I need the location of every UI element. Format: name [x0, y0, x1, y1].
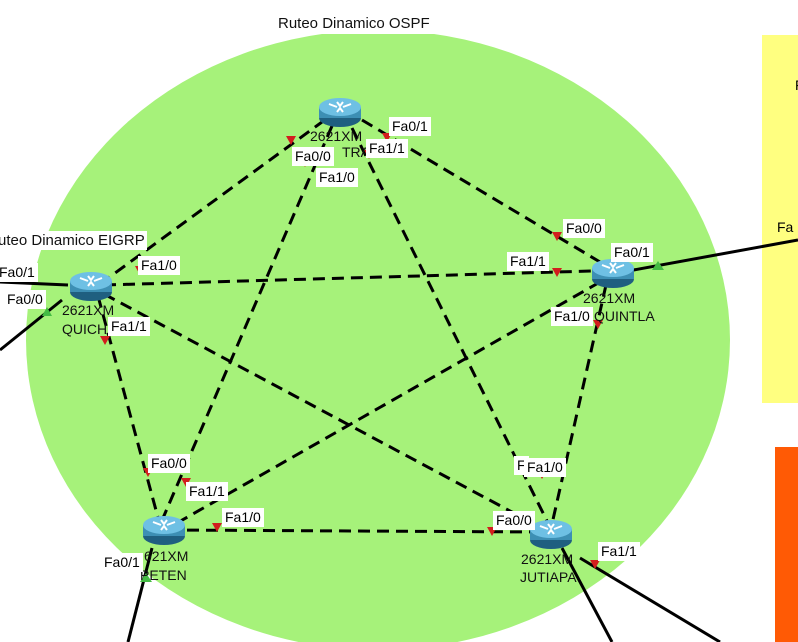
port-down-marker [590, 560, 600, 569]
port-up-marker [652, 261, 664, 270]
port-label: Fa1/1 [108, 317, 150, 336]
router-icon [319, 98, 361, 127]
port-down-marker [593, 320, 603, 329]
router-central[interactable] [317, 95, 363, 129]
port-label: Fa0/1 [611, 243, 653, 262]
port-label: Fa1/1 [507, 252, 549, 271]
external-link-jutiapa-down-b[interactable] [579, 556, 721, 642]
port-label: Fa0/0 [4, 290, 46, 309]
port-label: Fa0/1 [0, 263, 38, 282]
router-model-label: 2621XM [521, 551, 574, 567]
router-model-label: 2621XM [62, 302, 115, 318]
yellow-area-label-fragment: F [792, 76, 798, 95]
port-down-marker [212, 523, 222, 532]
port-label: Fa0/0 [563, 219, 605, 238]
port-label: Fa1/1 [186, 482, 228, 501]
external-link-jutiapa-down-a[interactable] [560, 547, 614, 642]
router-jutiapa[interactable] [528, 517, 574, 551]
port-label: Fa0/1 [389, 117, 431, 136]
link-quiche-quintla[interactable] [103, 269, 593, 287]
port-label: Fa [777, 219, 794, 235]
router-model-label: 621XM [144, 548, 189, 564]
ospf-area-label: Ruteo Dinamico OSPF [274, 13, 434, 34]
router-quintla[interactable] [590, 256, 636, 290]
external-link-quiche-fa01[interactable] [0, 280, 69, 287]
router-quiche[interactable] [68, 269, 114, 303]
port-label: Fa0/0 [493, 511, 535, 530]
port-down-marker [286, 136, 296, 145]
router-name-label: QUICH [62, 321, 108, 337]
port-label: Fa1/0 [222, 508, 264, 527]
port-label: Fa1/1 [598, 542, 640, 561]
router-icon [530, 520, 572, 549]
link-quiche-jutiapa[interactable] [103, 292, 541, 529]
yellow-area-panel[interactable] [762, 35, 798, 403]
eigrp-area-label: uteo Dinamico EIGRP [0, 231, 147, 250]
port-label: Fa0/0 [148, 454, 190, 473]
orange-area-panel[interactable] [775, 447, 798, 642]
router-model-label: 2621XM [583, 290, 636, 306]
link-peten-jutiapa[interactable] [167, 528, 543, 534]
port-label: Fa0/1 [101, 553, 143, 572]
router-name-label: JUTIAPA [520, 569, 577, 585]
port-label: Fa1/0 [551, 307, 593, 326]
port-label: Fa1/0 [524, 458, 566, 477]
external-link-quiche-left[interactable] [0, 298, 63, 352]
port-down-marker [552, 268, 562, 277]
port-label: Fa1/0 [316, 168, 358, 187]
port-down-marker [552, 232, 562, 241]
port-down-marker [100, 336, 110, 345]
port-label: Fa1/0 [138, 256, 180, 275]
external-link-peten-down[interactable] [126, 547, 154, 642]
port-label: Fa1/1 [366, 139, 408, 158]
port-up-marker [140, 573, 152, 582]
port-label: Fa0/0 [292, 147, 334, 166]
router-name-label: TRA [342, 144, 370, 160]
router-peten[interactable] [141, 513, 187, 547]
router-name-label: QUINTLA [594, 308, 655, 324]
port-up-marker [42, 307, 52, 316]
router-model-label: 2621XM [310, 128, 363, 144]
router-icon [143, 516, 185, 545]
router-icon [70, 272, 112, 301]
router-name-label: PETEN [140, 567, 187, 583]
link-quiche-central[interactable] [99, 120, 323, 286]
link-quintla-peten[interactable] [169, 280, 601, 529]
router-icon [592, 259, 634, 288]
